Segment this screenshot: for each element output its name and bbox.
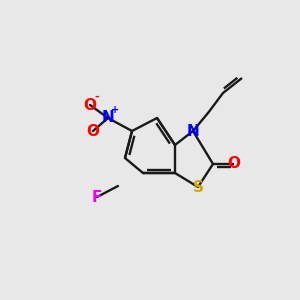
Text: O: O — [227, 157, 241, 172]
Text: N: N — [187, 124, 200, 139]
Text: S: S — [193, 179, 203, 194]
Text: O: O — [83, 98, 97, 112]
Text: O: O — [86, 124, 100, 139]
Text: -: - — [95, 92, 99, 102]
Text: +: + — [111, 105, 119, 115]
Text: N: N — [102, 110, 114, 125]
Text: F: F — [92, 190, 102, 205]
